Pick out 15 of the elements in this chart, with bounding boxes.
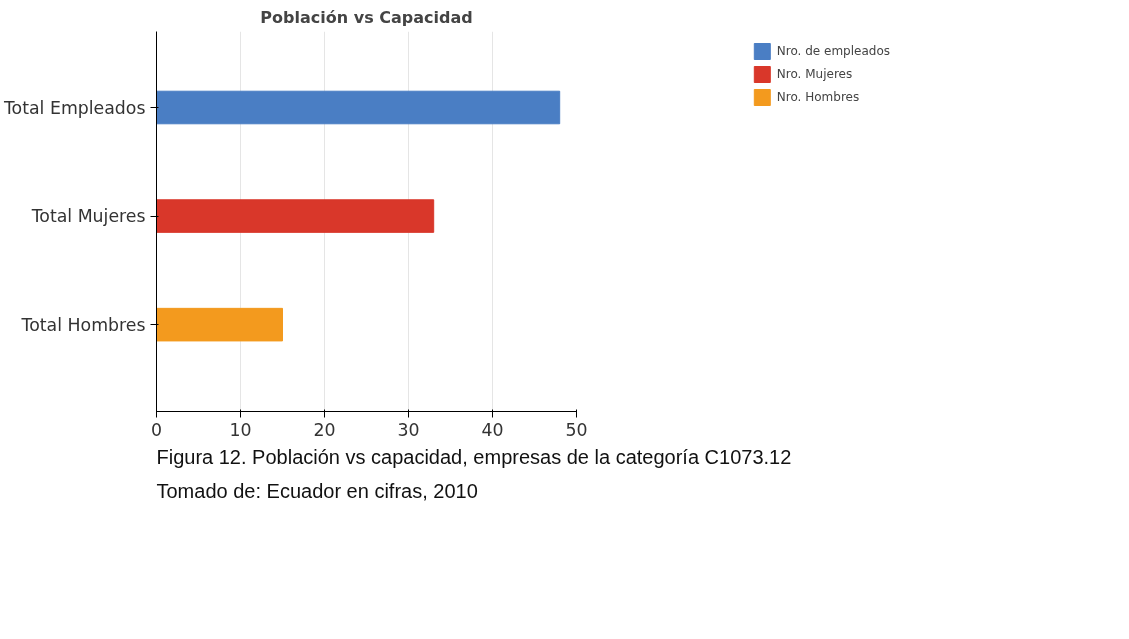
text: Figura 12. Población vs capacidad, empresas de la categoría C1073.12 [156, 445, 792, 468]
chart-title: Población vs Capacidad [260, 7, 473, 27]
y-tick-label: Total Hombres [20, 314, 146, 335]
y-tick-label: Total Mujeres [30, 206, 146, 227]
x-tick-label: 0 [150, 419, 163, 440]
text: Tomado de: Ecuador en cifras, 2010 [156, 479, 478, 502]
x-tick-label: 20 [313, 419, 336, 440]
legend-label: Nro. Hombres [776, 90, 860, 104]
y-tick-label: Total Empleados [2, 97, 146, 118]
x-tick-label: 50 [565, 419, 588, 440]
x-tick-label: 30 [397, 419, 420, 440]
x-tick-label: 10 [229, 419, 252, 440]
legend-label: Nro. Mujeres [776, 67, 853, 81]
x-tick-label: 40 [481, 419, 504, 440]
legend-label: Nro. de empleados [776, 44, 890, 58]
